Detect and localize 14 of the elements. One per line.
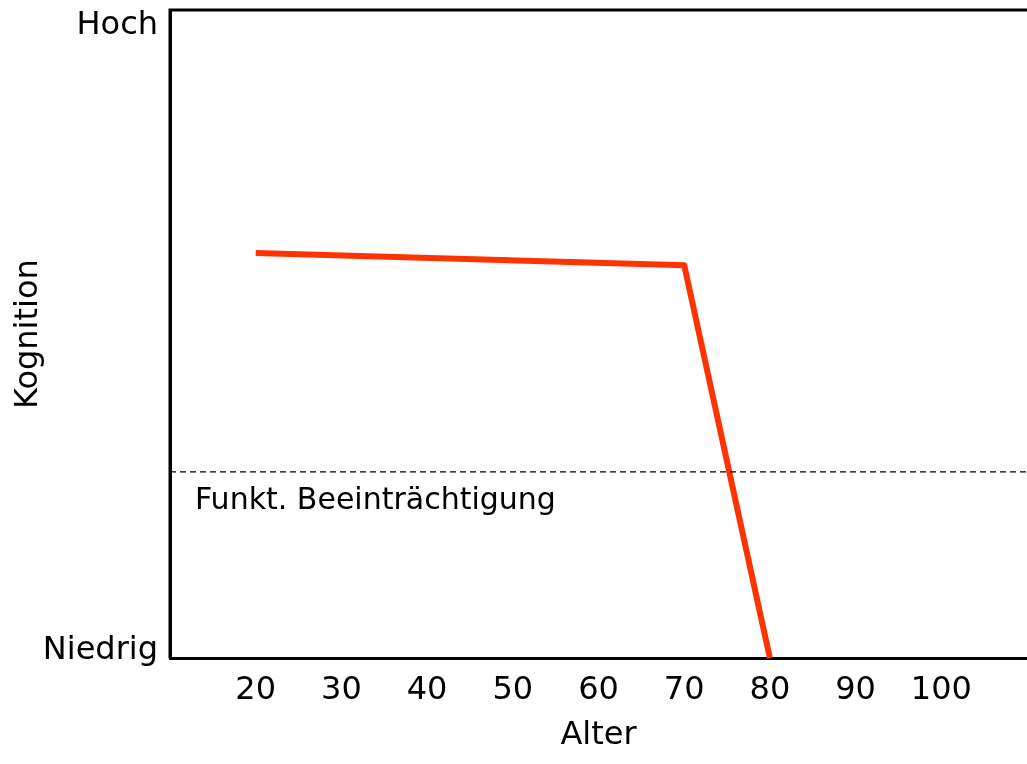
x-tick-label: 40 <box>406 668 448 707</box>
x-tick-label: 50 <box>492 668 534 707</box>
x-tick-label: 80 <box>749 668 791 707</box>
x-tick-label: 30 <box>321 668 362 707</box>
text: Niedrig <box>42 628 158 667</box>
ref-line-label: Funkt. Beeinträchtigung <box>195 480 556 516</box>
x-tick-label: 60 <box>578 668 619 707</box>
x-tick-label: 70 <box>663 668 705 707</box>
x-tick-label: 100 <box>910 668 972 707</box>
x-tick-label: 20 <box>235 668 277 707</box>
y-axis-title: Kognition <box>6 259 45 409</box>
text: Hoch <box>76 4 158 43</box>
x-tick-label: 90 <box>835 668 876 707</box>
x-axis-title: Alter <box>560 714 638 753</box>
